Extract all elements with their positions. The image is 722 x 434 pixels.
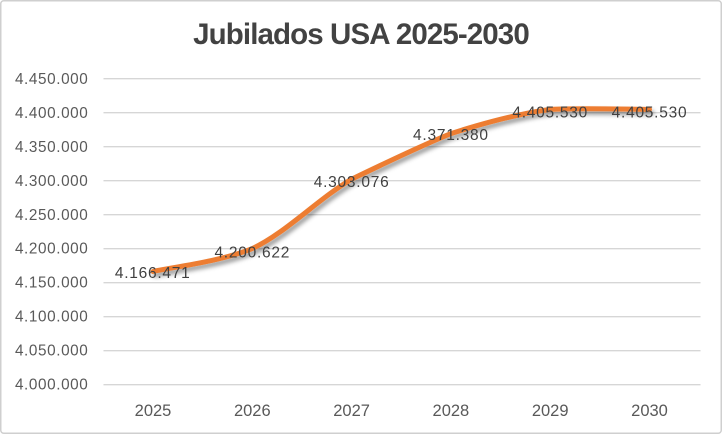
svg-text:2027: 2027 <box>333 402 370 420</box>
svg-text:2026: 2026 <box>234 402 271 420</box>
svg-text:4.250.000: 4.250.000 <box>15 207 88 224</box>
svg-text:4.300.000: 4.300.000 <box>15 173 88 190</box>
svg-text:2030: 2030 <box>631 402 668 420</box>
svg-text:4.100.000: 4.100.000 <box>15 309 88 326</box>
svg-text:4.050.000: 4.050.000 <box>15 343 88 360</box>
svg-text:2029: 2029 <box>532 402 569 420</box>
svg-text:4.350.000: 4.350.000 <box>15 139 88 156</box>
svg-text:4.000.000: 4.000.000 <box>15 377 88 394</box>
svg-text:4.371.380: 4.371.380 <box>413 127 489 144</box>
svg-text:2025: 2025 <box>135 402 172 420</box>
svg-text:4.200.622: 4.200.622 <box>214 244 290 261</box>
svg-text:4.150.000: 4.150.000 <box>15 275 88 292</box>
svg-text:Jubilados USA 2025-2030: Jubilados USA 2025-2030 <box>193 18 529 51</box>
svg-text:4.200.000: 4.200.000 <box>15 241 88 258</box>
svg-text:4.166.471: 4.166.471 <box>115 265 191 282</box>
svg-text:4.405.530: 4.405.530 <box>612 104 688 121</box>
svg-text:4.303.076: 4.303.076 <box>314 174 390 191</box>
svg-text:4.450.000: 4.450.000 <box>15 71 88 88</box>
svg-text:4.405.530: 4.405.530 <box>512 104 588 121</box>
svg-text:4.400.000: 4.400.000 <box>15 105 88 122</box>
svg-text:2028: 2028 <box>433 402 470 420</box>
